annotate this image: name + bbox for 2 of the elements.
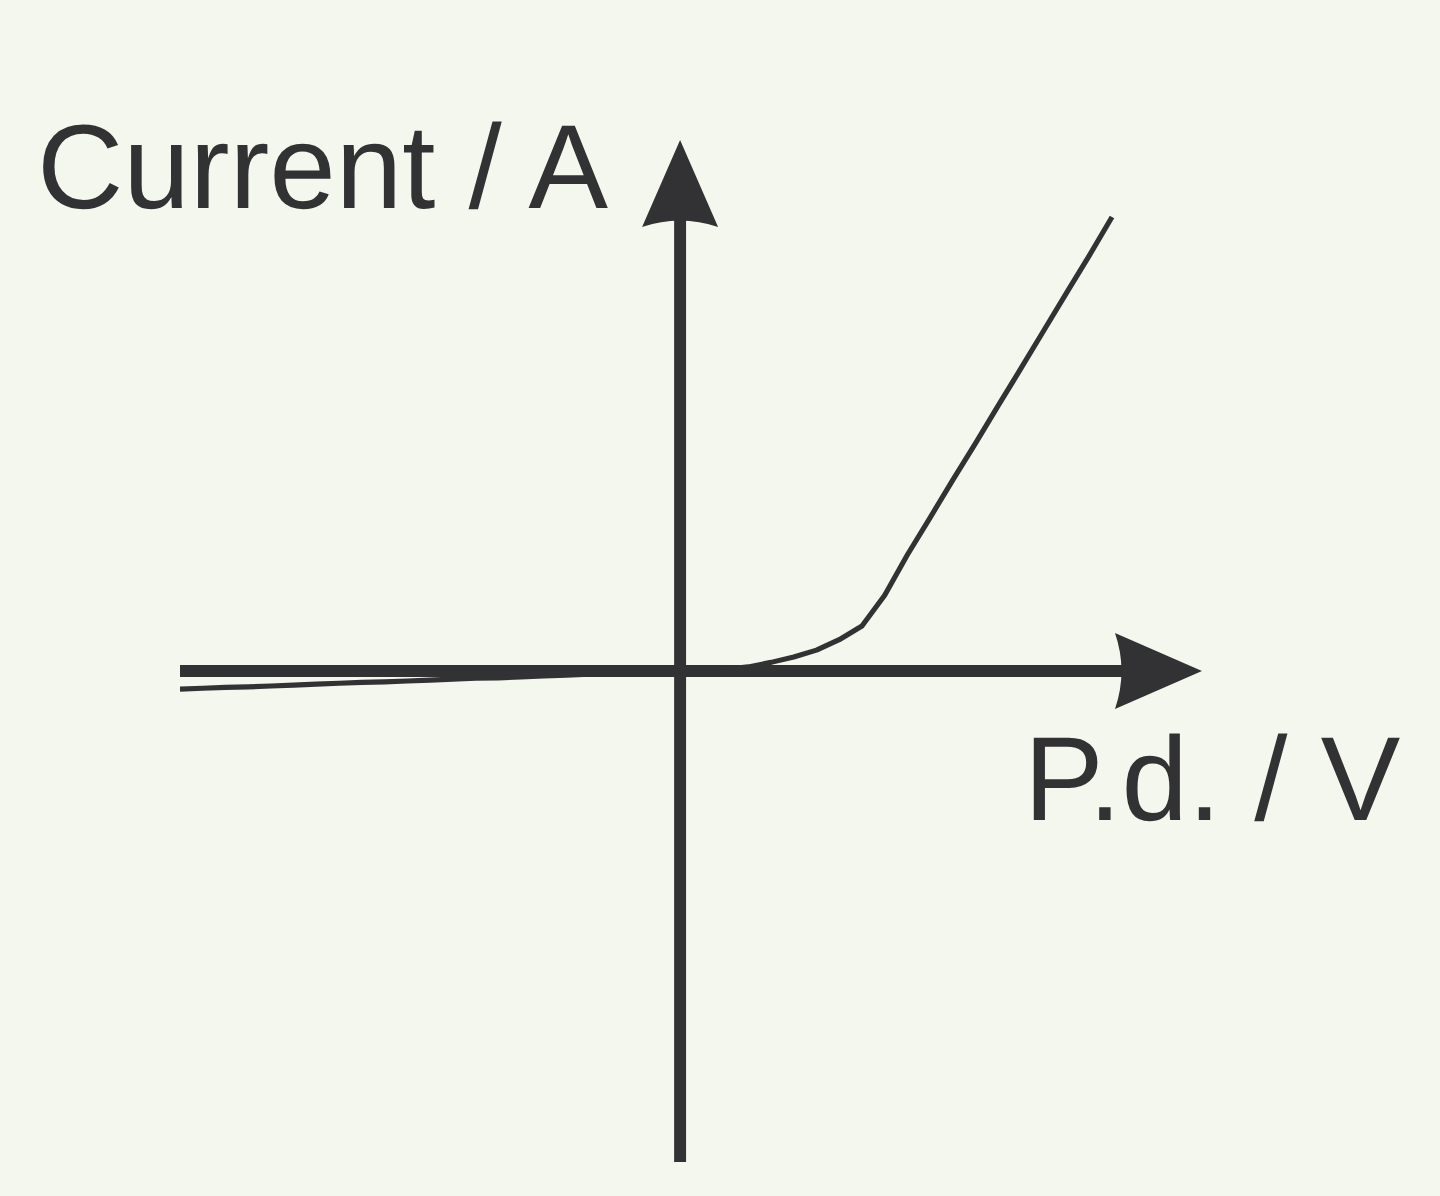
x-axis-title: P.d. / V: [1033, 733, 1400, 822]
y-axis-title: Current / A: [43, 121, 608, 210]
